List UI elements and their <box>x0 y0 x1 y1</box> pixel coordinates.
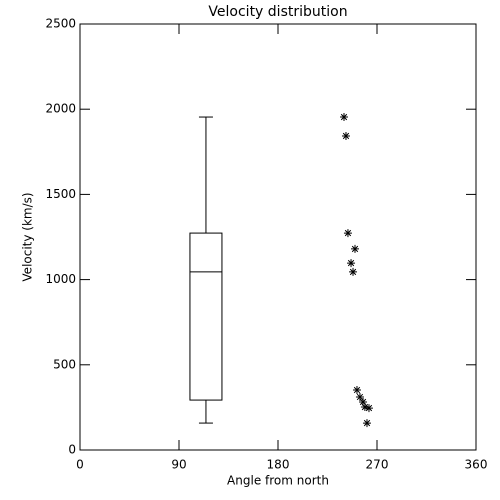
point <box>364 404 373 413</box>
point <box>347 259 356 268</box>
x-tick-label: 0 <box>76 458 84 472</box>
point <box>352 386 361 395</box>
chart-title: Velocity distribution <box>208 4 347 20</box>
y-tick-label: 2500 <box>45 17 76 31</box>
x-tick-label: 180 <box>267 458 290 472</box>
y-tick-label: 500 <box>53 357 76 371</box>
y-tick-label: 0 <box>68 443 76 457</box>
point <box>355 393 364 402</box>
x-axis-label: Angle from north <box>227 474 329 488</box>
x-tick-label: 360 <box>465 458 488 472</box>
point <box>340 113 348 122</box>
point <box>359 397 368 406</box>
point <box>341 131 350 140</box>
x-tick-label: 270 <box>366 458 389 472</box>
x-tick-label: 90 <box>171 458 186 472</box>
point <box>360 403 369 412</box>
y-tick-label: 1500 <box>45 187 76 201</box>
y-tick-label: 2000 <box>45 102 76 116</box>
y-axis-label: Velocity (km/s) <box>21 192 35 281</box>
point <box>349 267 358 276</box>
point <box>362 419 371 428</box>
point <box>343 229 352 238</box>
y-tick-label: 1000 <box>45 272 76 286</box>
point <box>351 244 359 253</box>
